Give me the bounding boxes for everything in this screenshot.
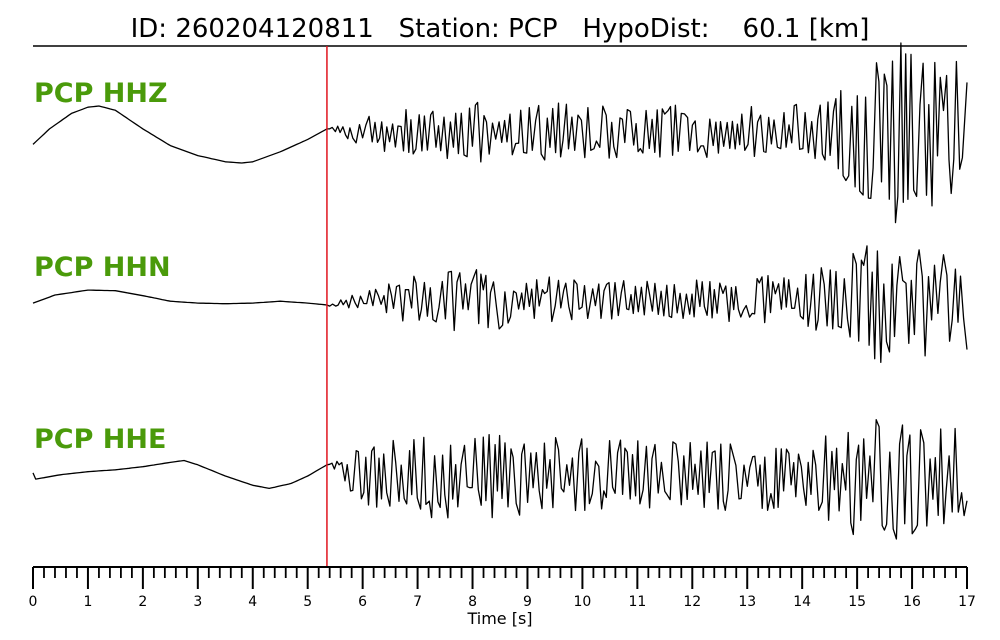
x-tick-label: 13 (738, 594, 756, 610)
x-tick-label: 10 (573, 594, 591, 610)
trace-label: PCP HHZ (34, 78, 168, 109)
trace-pcp-hhz (32, 42, 968, 224)
x-tick-label: 6 (358, 594, 367, 610)
x-tick-label: 12 (683, 594, 701, 610)
x-axis-label: Time [s] (466, 609, 532, 628)
trace-labels-group: PCP HHZ PCP HHN PCP HHE (34, 78, 171, 455)
x-tick-label: 9 (523, 594, 532, 610)
trace-label: PCP HHN (34, 252, 171, 283)
x-tick-label: 1 (83, 594, 92, 610)
x-tick-label: 16 (903, 594, 921, 610)
chart-title: ID: 260204120811 Station: PCP HypoDist: … (131, 14, 870, 44)
x-tick-label: 0 (29, 594, 38, 610)
x-tick-label: 4 (248, 594, 257, 610)
x-tick-label: 3 (193, 594, 202, 610)
traces-group (32, 42, 968, 540)
x-tick-label: 2 (138, 594, 147, 610)
x-tick-label: 14 (793, 594, 811, 610)
x-tick-label: 7 (413, 594, 422, 610)
trace-pcp-hhn (32, 245, 968, 363)
x-tick-label: 8 (468, 594, 477, 610)
x-tick-label: 5 (303, 594, 312, 610)
x-tick-label: 17 (958, 594, 976, 610)
trace-label: PCP HHE (34, 424, 166, 455)
trace-pcp-hhe (32, 419, 968, 540)
x-tick-label: 15 (848, 594, 866, 610)
x-tick-label: 11 (628, 594, 646, 610)
time-axis: 0 1 2 3 4 5 6 7 8 9 10 11 12 13 14 15 16 17 (29, 566, 976, 610)
